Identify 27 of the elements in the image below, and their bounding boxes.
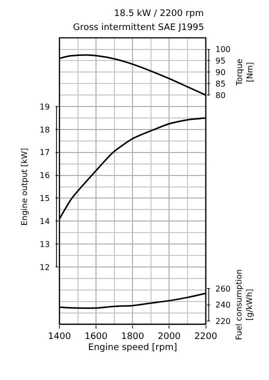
x-tick-label: 1400 xyxy=(48,332,72,342)
y3-axis-title: Fuel consumption [g/kWh] xyxy=(234,269,254,340)
x-tick-label: 2000 xyxy=(158,332,181,342)
y3-tick-label: 260 xyxy=(215,284,231,294)
chart-title: 18.5 kW / 2200 rpm xyxy=(114,9,204,19)
y-tick-label: 17 xyxy=(40,148,50,158)
y2-tick-label: 85 xyxy=(215,79,226,88)
y2-tick-label: 90 xyxy=(215,68,226,77)
y2-tick-label: 80 xyxy=(215,90,226,100)
y-tick-label: 19 xyxy=(40,102,50,112)
y2-tick-label: 95 xyxy=(215,56,226,66)
y-tick-label: 14 xyxy=(40,216,50,226)
y3-tick-label: 220 xyxy=(215,316,231,326)
y-tick-label: 18 xyxy=(40,125,50,134)
y2-axis-title: Torque [Nm] xyxy=(235,58,254,86)
x-tick-label: 1600 xyxy=(84,332,108,342)
y2-tick-label: 100 xyxy=(215,45,231,54)
x-tick-label: 1800 xyxy=(121,332,144,342)
y-tick-label: 16 xyxy=(40,171,50,180)
y-tick-label: 15 xyxy=(40,194,50,204)
x-axis-title: Engine speed [rpm] xyxy=(88,342,178,353)
chart-subtitle: Gross intermittent SAE J1995 xyxy=(73,23,204,33)
y3-tick-label: 240 xyxy=(215,300,231,310)
y-tick-label: 13 xyxy=(40,240,50,249)
y-tick-label: 12 xyxy=(40,262,50,272)
x-tick-label: 2200 xyxy=(194,332,218,342)
y-axis-title: Engine output [kW] xyxy=(20,148,30,226)
